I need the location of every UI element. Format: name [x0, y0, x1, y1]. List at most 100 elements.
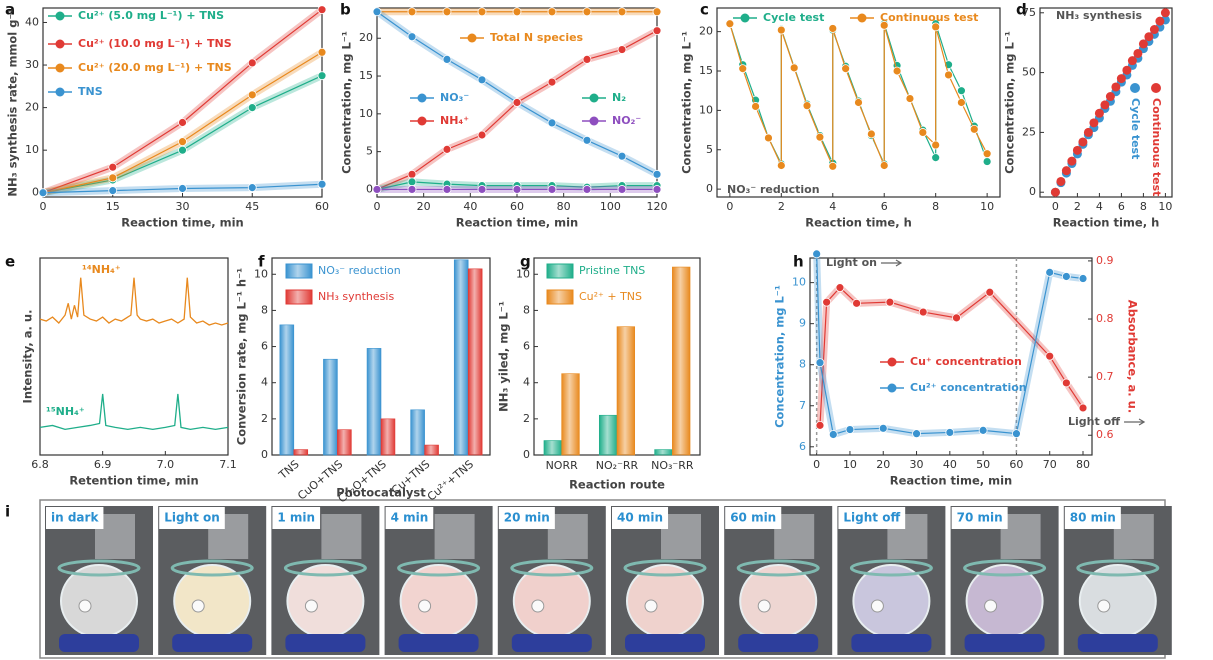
data-point: [828, 161, 838, 171]
data-point: [985, 287, 995, 297]
data-point: [477, 185, 487, 194]
data-point: [1116, 74, 1126, 84]
y2-tick-label: 0.6: [1096, 428, 1114, 441]
legend-marker: [417, 116, 427, 126]
data-point: [477, 130, 487, 140]
photo-caption: in dark: [51, 511, 99, 525]
legend-label: Cu⁺ concentration: [910, 355, 1022, 368]
series-line: [39, 393, 229, 431]
data-point: [1144, 32, 1154, 42]
annotation: ¹⁴NH₄⁺: [82, 263, 121, 276]
y-tick-label: 0: [32, 186, 39, 199]
x-tick-label: 2: [1074, 200, 1081, 213]
data-point: [957, 86, 966, 96]
y-tick-label: 8: [799, 358, 806, 371]
data-point: [776, 25, 786, 35]
data-point: [1061, 272, 1071, 281]
data-point: [407, 169, 417, 179]
photo-rim: [963, 559, 1047, 577]
x-tick-label: NO₃⁻RR: [651, 459, 694, 472]
panel-letter: g: [520, 253, 531, 271]
x-tick-label: 10: [843, 458, 857, 471]
data-point: [247, 58, 257, 68]
x-tick-label: 100: [600, 200, 621, 213]
data-point: [1045, 351, 1055, 361]
data-point: [442, 7, 452, 17]
photo-stirrer: [1077, 634, 1158, 652]
data-point: [918, 128, 928, 137]
x-tick-label: 6: [1118, 200, 1125, 213]
bar: [380, 418, 396, 456]
legend-label: TNS: [78, 85, 103, 98]
data-point: [1111, 82, 1121, 92]
bar: [293, 449, 309, 456]
photo-caption: 70 min: [957, 511, 1003, 525]
data-point: [1078, 137, 1088, 147]
data-point: [912, 429, 921, 439]
photo-sample: [757, 599, 771, 613]
data-point: [879, 161, 889, 170]
data-point: [1149, 25, 1159, 35]
series-line: [729, 23, 988, 167]
x-tick-label: 7.0: [157, 458, 175, 471]
legend-marker: [1130, 83, 1140, 93]
data-point: [617, 7, 627, 17]
data-point: [1133, 48, 1143, 58]
legend-swatch: [285, 263, 313, 279]
x-tick-label: 15: [106, 200, 120, 213]
photo-rim: [510, 559, 594, 577]
legend-label: NO₂⁻: [612, 114, 641, 127]
photo-rim: [849, 559, 933, 577]
x-tick-label: 7.1: [219, 458, 237, 471]
caption-box: [46, 507, 104, 529]
data-point: [885, 297, 895, 307]
data-point: [1100, 100, 1110, 110]
caption-box: [385, 507, 434, 529]
x-tick-label: 4: [1096, 200, 1103, 213]
data-point: [247, 90, 257, 100]
x-axis-title: Reaction time, min: [121, 216, 243, 230]
data-point: [512, 98, 522, 107]
data-point: [751, 102, 760, 111]
y-tick-label: 2: [523, 412, 530, 425]
caption-box: [498, 507, 555, 529]
annotation: Light off: [1068, 415, 1120, 428]
y-tick-label: 9: [799, 317, 806, 330]
photo-sample: [984, 599, 998, 613]
x-tick-label: 0: [813, 458, 820, 471]
x-axis-title: Reaction route: [569, 478, 665, 492]
data-point: [652, 7, 662, 17]
legend-label: Continuous test: [880, 11, 978, 24]
legend-label: Total N species: [490, 31, 584, 44]
data-point: [1045, 267, 1055, 277]
photo-sample: [78, 599, 92, 613]
legend-label: Cu²⁺ (10.0 mg L⁻¹) + TNS: [78, 37, 232, 50]
photo-sample: [418, 599, 432, 613]
y-tick-label: 10: [792, 276, 806, 289]
photo-sample: [1097, 599, 1111, 613]
y-tick-label: 5: [706, 143, 713, 156]
data-point: [547, 77, 557, 87]
y-axis-title: Concentration, mg L⁻¹: [340, 31, 354, 174]
annotation: NO₃⁻ reduction: [727, 183, 820, 196]
caption-box: [951, 507, 1008, 529]
photo-stirrer: [964, 634, 1045, 652]
x-tick-label: 0: [726, 200, 733, 213]
data-point: [512, 185, 522, 194]
data-point: [582, 7, 592, 17]
caption-box: [159, 507, 225, 529]
data-point: [1056, 176, 1066, 186]
photo-stirrer: [625, 634, 705, 652]
data-point: [738, 64, 748, 74]
x-tick-label: 10: [1158, 200, 1172, 213]
photo-rim: [170, 559, 254, 577]
y-tick-label: 8: [261, 303, 268, 316]
data-point: [247, 183, 257, 193]
legend-label: NH₄⁺: [440, 114, 469, 127]
x-tick-label: 50: [976, 458, 990, 471]
data-point: [978, 425, 988, 435]
legend-marker: [1151, 83, 1161, 93]
legend-label: Cycle test: [763, 11, 824, 24]
legend-swatch: [285, 289, 313, 305]
